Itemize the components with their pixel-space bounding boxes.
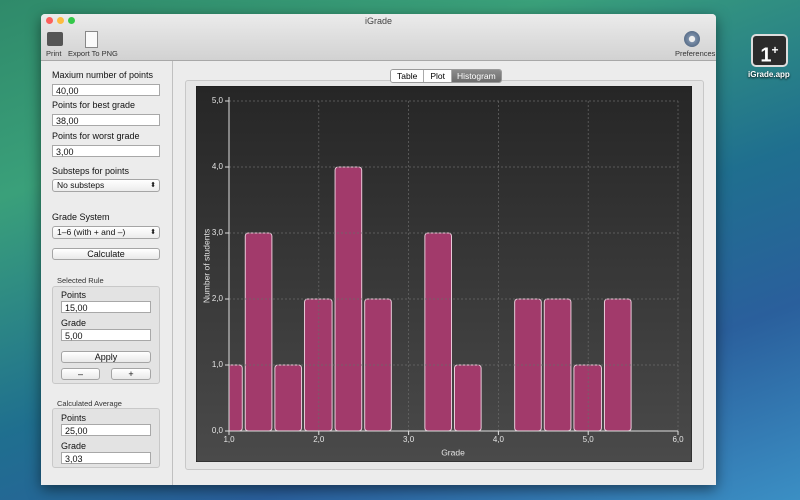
preferences-icon[interactable]: [684, 31, 700, 47]
text-field[interactable]: 3,03: [61, 452, 151, 464]
y-tick-label: 5,0: [212, 96, 224, 105]
bar: [573, 364, 602, 431]
icon-label: iGrade.app: [748, 70, 790, 79]
group-title: Selected Rule: [57, 276, 104, 285]
y-tick-label: 1,0: [212, 360, 224, 369]
chart: Grade Number of students 0,01,02,03,04,0…: [196, 86, 692, 462]
field-label: Points: [61, 413, 87, 423]
bar: [454, 364, 482, 431]
text-field[interactable]: 40,00: [52, 84, 160, 96]
x-tick-label: 3,0: [403, 435, 415, 444]
icon-glyph: 1: [760, 44, 772, 67]
popup-button[interactable]: No substeps: [52, 179, 160, 192]
print-icon[interactable]: [47, 32, 63, 46]
field-label: Grade System: [52, 212, 110, 222]
field-label: Grade: [61, 318, 87, 328]
x-axis-label: Grade: [441, 447, 465, 457]
y-tick-label: 2,0: [212, 294, 224, 303]
bar: [274, 364, 303, 431]
preferences-label[interactable]: Preferences: [675, 49, 716, 58]
plus-button[interactable]: +: [111, 368, 151, 380]
field-label: Grade: [61, 441, 87, 451]
text-field[interactable]: 3,00: [52, 145, 160, 157]
calculate-button[interactable]: Calculate: [52, 248, 160, 260]
field-label: Substeps for points: [52, 166, 130, 176]
window-title: iGrade: [364, 16, 392, 26]
zoom-button[interactable]: [68, 17, 75, 24]
y-tick-label: 4,0: [212, 162, 224, 171]
field-label: Maxium number of points: [52, 70, 154, 80]
x-tick-label: 1,0: [223, 435, 235, 444]
x-tick-label: 4,0: [493, 435, 505, 444]
x-tick-label: 2,0: [313, 435, 325, 444]
x-tick-label: 6,0: [672, 435, 684, 444]
bar: [229, 364, 243, 431]
title-toolbar: [41, 14, 716, 61]
y-tick-label: 0,0: [212, 426, 224, 435]
y-axis-label: Number of students: [201, 229, 211, 303]
text-field[interactable]: 38,00: [52, 114, 160, 126]
popup-button[interactable]: 1–6 (with + and –): [52, 226, 160, 239]
app-icon[interactable]: 1+: [751, 34, 788, 67]
text-field[interactable]: 25,00: [61, 424, 151, 436]
text-field[interactable]: 15,00: [61, 301, 151, 313]
field-label: Points for best grade: [52, 100, 136, 110]
bar: [424, 232, 452, 431]
icon-glyph-sup: +: [771, 43, 779, 57]
tab-bar: Table Plot Histogram: [390, 69, 502, 83]
apply-button[interactable]: Apply: [61, 351, 151, 363]
tab[interactable]: Table: [391, 70, 425, 82]
minus-button[interactable]: –: [61, 368, 100, 380]
y-tick-label: 3,0: [212, 228, 224, 237]
minimize-button[interactable]: [57, 17, 64, 24]
export-icon[interactable]: [85, 31, 98, 48]
tab-selected[interactable]: Histogram: [451, 70, 501, 82]
export-label[interactable]: Export To PNG: [68, 49, 118, 58]
field-label: Points: [61, 290, 87, 300]
group-title: Calculated Average: [57, 399, 122, 408]
text-field[interactable]: 5,00: [61, 329, 151, 341]
x-tick-label: 5,0: [583, 435, 595, 444]
close-button[interactable]: [46, 17, 53, 24]
field-label: Points for worst grade: [52, 131, 140, 141]
bar: [244, 232, 273, 431]
tab[interactable]: Plot: [424, 70, 452, 82]
print-label[interactable]: Print: [46, 49, 62, 58]
